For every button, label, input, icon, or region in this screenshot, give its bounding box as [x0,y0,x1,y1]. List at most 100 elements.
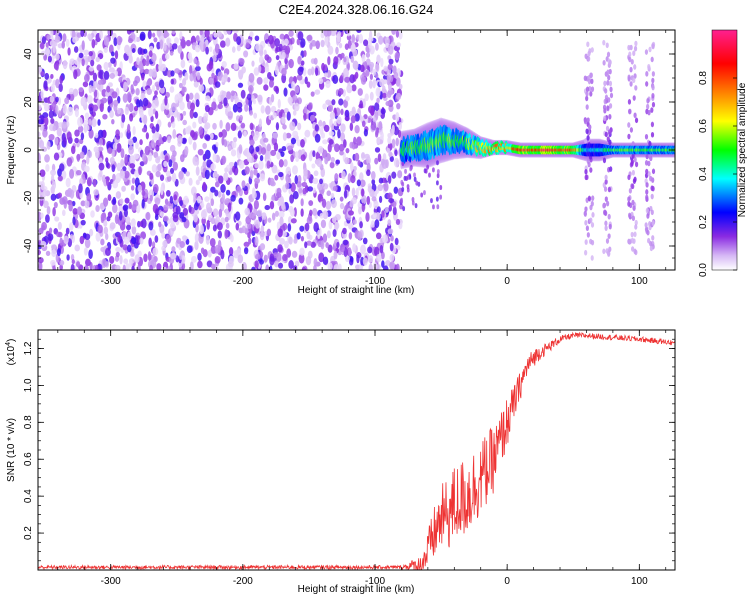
noise-cell [210,186,216,193]
noise-cell [123,170,130,179]
noise-cell [389,242,394,252]
noise-cell [188,92,194,100]
noise-cell [384,206,389,213]
streak-cell [627,122,631,128]
noise-cell [185,126,191,135]
noise-cell [371,179,376,185]
noise-cell [350,55,355,63]
noise-cell [225,37,231,47]
noise-cell [241,225,246,234]
noise-cell [206,260,213,268]
noise-cell [98,137,103,146]
noise-cell [284,63,289,70]
streak-cell [591,195,595,201]
streak-cell [606,51,611,58]
noise-cell [157,163,162,172]
streak-cell [584,220,588,226]
scatter-cell [414,203,418,209]
noise-cell [58,110,62,118]
noise-cell [156,263,162,270]
scatter-cell [436,160,439,166]
noise-cell [336,36,341,43]
snr-background [38,330,675,570]
noise-cell [378,35,384,45]
noise-cell [181,138,187,145]
noise-cell [292,165,298,175]
noise-cell [380,57,384,68]
colorbar-tick-label: 0.8 [698,71,709,85]
noise-cell [66,131,72,141]
noise-cell [255,253,261,260]
noise-cell [163,108,170,116]
noise-cell [172,150,177,157]
noise-cell [139,111,144,119]
noise-cell [143,48,148,54]
noise-cell [179,241,185,248]
noise-cell [137,47,143,55]
noise-cell [258,118,263,128]
noise-cell [69,233,74,240]
noise-cell [306,231,311,240]
noise-cell [292,191,299,200]
noise-cell [376,54,381,64]
noise-cell [66,254,70,261]
noise-cell [202,153,207,162]
streak-cell [628,51,632,58]
streak-cell [608,80,613,87]
noise-cell [308,151,313,162]
noise-cell [285,166,292,176]
noise-cell [135,88,140,96]
noise-cell [195,99,200,108]
noise-cell [300,60,305,66]
x-tick-label: -200 [233,576,253,587]
streak-cell [606,69,610,76]
noise-cell [246,93,252,101]
streak-cell [609,166,613,172]
noise-cell [237,130,242,139]
noise-cell [291,250,298,258]
streak-cell [604,94,609,101]
noise-cell [202,160,207,169]
noise-cell [313,222,319,233]
noise-cell [230,149,237,157]
noise-cell [115,246,121,253]
noise-cell [281,67,287,77]
noise-cell [365,70,370,77]
noise-cell [386,76,391,86]
noise-cell [169,167,175,175]
noise-cell [388,204,392,212]
noise-cell [339,75,344,83]
noise-cell [327,143,332,153]
noise-cell [134,254,140,264]
noise-cell [370,121,377,131]
noise-cell [59,75,64,84]
noise-cell [357,231,363,241]
noise-cell [151,32,156,38]
noise-cell [196,195,202,204]
noise-cell [61,209,66,217]
streak-cell [651,84,655,91]
noise-cell [48,110,54,119]
noise-cell [330,30,337,37]
x-tick-label: 0 [504,576,510,587]
scatter-cell [401,187,405,193]
noise-cell [51,102,57,111]
noise-cell [265,150,271,160]
noise-cell [118,76,124,83]
noise-cell [156,30,162,38]
noise-cell [265,264,270,270]
noise-cell [370,220,376,228]
noise-cell [278,159,284,168]
x-tick-label: -200 [233,276,253,287]
streak-cell [650,209,654,216]
streak-cell [627,108,632,115]
noise-cell [117,234,121,243]
noise-cell [287,96,293,104]
noise-cell [66,157,73,167]
noise-cell [107,62,112,68]
noise-cell [305,255,312,266]
noise-cell [243,50,249,58]
noise-cell [71,145,76,155]
noise-cell [152,247,159,256]
noise-cell [398,30,403,40]
